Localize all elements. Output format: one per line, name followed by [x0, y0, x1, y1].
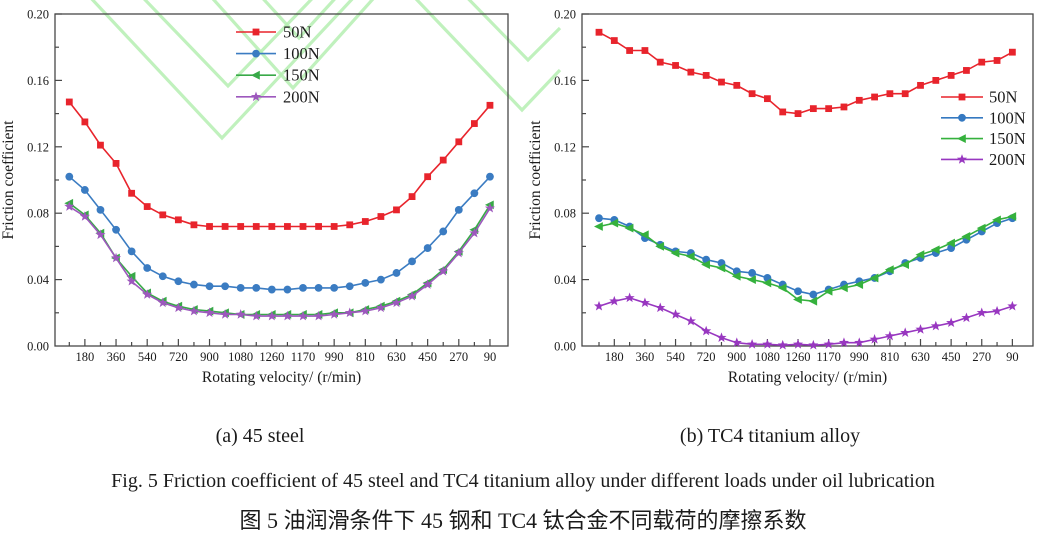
svg-text:150N: 150N [283, 66, 320, 85]
figure-caption-english: Fig. 5 Friction coefficient of 45 steel … [111, 470, 935, 492]
legend-a: 50N 100N 150N 200N [236, 23, 320, 106]
figure-caption-chinese: 图 5 油润滑条件下 45 钢和 TC4 钛合金不同载荷的摩擦系数 [239, 508, 807, 533]
series-a-50N [65, 98, 494, 230]
svg-text:200N: 200N [989, 150, 1026, 169]
svg-text:1080: 1080 [228, 350, 253, 364]
svg-text:Rotating velocity/ (r/min): Rotating velocity/ (r/min) [202, 369, 361, 386]
svg-text:0.04: 0.04 [554, 273, 577, 287]
svg-text:0.12: 0.12 [27, 140, 49, 154]
svg-text:900: 900 [200, 350, 219, 364]
svg-text:150N: 150N [989, 129, 1026, 148]
svg-text:900: 900 [727, 350, 746, 364]
svg-text:1260: 1260 [786, 350, 811, 364]
svg-text:1170: 1170 [291, 350, 316, 364]
svg-text:0.04: 0.04 [27, 273, 50, 287]
svg-text:100N: 100N [283, 44, 320, 63]
svg-text:0.16: 0.16 [27, 74, 49, 88]
svg-text:0.12: 0.12 [554, 140, 576, 154]
svg-text:630: 630 [387, 350, 406, 364]
svg-text:0.00: 0.00 [554, 340, 576, 354]
series-a-200N [64, 201, 495, 321]
svg-text:810: 810 [356, 350, 375, 364]
svg-text:270: 270 [972, 350, 991, 364]
svg-text:270: 270 [449, 350, 468, 364]
svg-text:990: 990 [850, 350, 869, 364]
series-b-150N [594, 212, 1017, 306]
svg-text:360: 360 [636, 350, 655, 364]
svg-text:0.08: 0.08 [27, 207, 49, 221]
svg-text:450: 450 [418, 350, 437, 364]
svg-text:360: 360 [107, 350, 126, 364]
subcaption-b: (b) TC4 titanium alloy [679, 425, 861, 447]
svg-text:540: 540 [138, 350, 157, 364]
svg-text:810: 810 [881, 350, 900, 364]
svg-text:50N: 50N [989, 88, 1018, 107]
svg-text:180: 180 [605, 350, 624, 364]
svg-text:990: 990 [325, 350, 344, 364]
chart-b: 0.00 0.04 0.08 0.12 0.16 0.20 180 360 540 720 900 1… [527, 8, 1034, 386]
svg-text:90: 90 [484, 350, 497, 364]
svg-text:450: 450 [942, 350, 961, 364]
svg-text:Friction coefficient: Friction coefficient [0, 120, 17, 240]
watermark-pattern [90, 0, 562, 141]
svg-text:720: 720 [169, 350, 188, 364]
svg-text:1260: 1260 [259, 350, 284, 364]
chart-a: 0.00 0.04 0.08 0.12 0.16 0.20 180 360 540 720 900 1… [0, 8, 509, 386]
svg-text:1080: 1080 [755, 350, 780, 364]
svg-text:Rotating velocity/ (r/min): Rotating velocity/ (r/min) [728, 369, 887, 386]
svg-text:100N: 100N [989, 108, 1026, 127]
charts-canvas: 0.00 0.04 0.08 0.12 0.16 0.20 180 360 540 720 900 1… [0, 8, 1034, 386]
series-b-100N [595, 214, 1017, 299]
svg-text:0.16: 0.16 [554, 74, 576, 88]
svg-text:200N: 200N [283, 87, 320, 106]
svg-text:630: 630 [911, 350, 930, 364]
svg-text:180: 180 [76, 350, 95, 364]
series-b-50N [595, 28, 1016, 117]
svg-text:Friction coefficient: Friction coefficient [527, 120, 544, 240]
svg-text:90: 90 [1006, 350, 1019, 364]
svg-text:0.20: 0.20 [27, 8, 49, 22]
svg-text:0.00: 0.00 [27, 340, 49, 354]
svg-text:0.08: 0.08 [554, 207, 576, 221]
subcaption-a: (a) 45 steel [215, 425, 305, 447]
svg-text:50N: 50N [283, 23, 312, 42]
series-a-150N [64, 198, 494, 319]
series-a-100N [65, 172, 494, 294]
svg-text:1170: 1170 [816, 350, 841, 364]
series-b-200N [593, 292, 1018, 350]
svg-text:540: 540 [666, 350, 685, 364]
svg-text:720: 720 [697, 350, 716, 364]
svg-text:0.20: 0.20 [554, 8, 576, 22]
